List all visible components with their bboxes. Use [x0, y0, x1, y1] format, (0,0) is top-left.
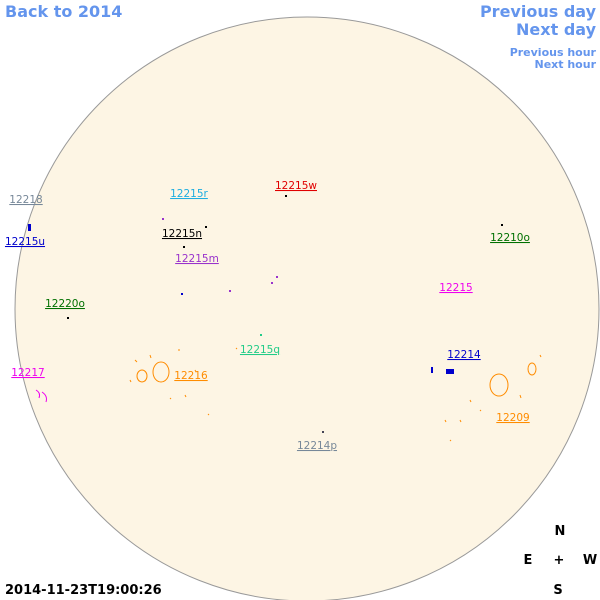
- next-day-link[interactable]: Next day: [516, 20, 597, 39]
- next-hour-link[interactable]: Next hour: [535, 58, 597, 71]
- region-label[interactable]: 12215m: [175, 253, 219, 265]
- timestamp: 2014-11-23T19:00:26: [5, 583, 162, 598]
- region-label[interactable]: 12215q: [240, 344, 280, 356]
- back-link[interactable]: Back to 2014: [5, 2, 122, 21]
- region-label[interactable]: 12214: [447, 349, 481, 361]
- region-label[interactable]: 12209: [496, 412, 529, 424]
- region-label[interactable]: 12217: [11, 367, 44, 379]
- spot-dots: [28, 195, 503, 433]
- region-label[interactable]: 12215n: [162, 228, 202, 240]
- previous-hour-link[interactable]: Previous hour: [510, 46, 597, 59]
- solar-disk: [14, 16, 600, 600]
- region-label[interactable]: 12214p: [297, 440, 337, 452]
- previous-day-link[interactable]: Previous day: [480, 2, 597, 21]
- region-label[interactable]: 12216: [174, 370, 208, 382]
- region-label[interactable]: 12215: [439, 282, 472, 294]
- region-label[interactable]: 12215u: [5, 236, 45, 248]
- compass-center: +: [554, 553, 565, 568]
- region-label[interactable]: 12215r: [170, 188, 208, 200]
- region-label[interactable]: 12210o: [490, 232, 530, 244]
- region-label[interactable]: 12215w: [275, 180, 317, 192]
- region-label[interactable]: 12218: [9, 194, 42, 206]
- compass-west: W: [583, 553, 597, 568]
- compass-east: E: [524, 553, 533, 568]
- compass-north: N: [555, 524, 566, 539]
- sunspots: [35, 347, 542, 442]
- region-label[interactable]: 12220o: [45, 298, 85, 310]
- compass-south: S: [553, 583, 562, 598]
